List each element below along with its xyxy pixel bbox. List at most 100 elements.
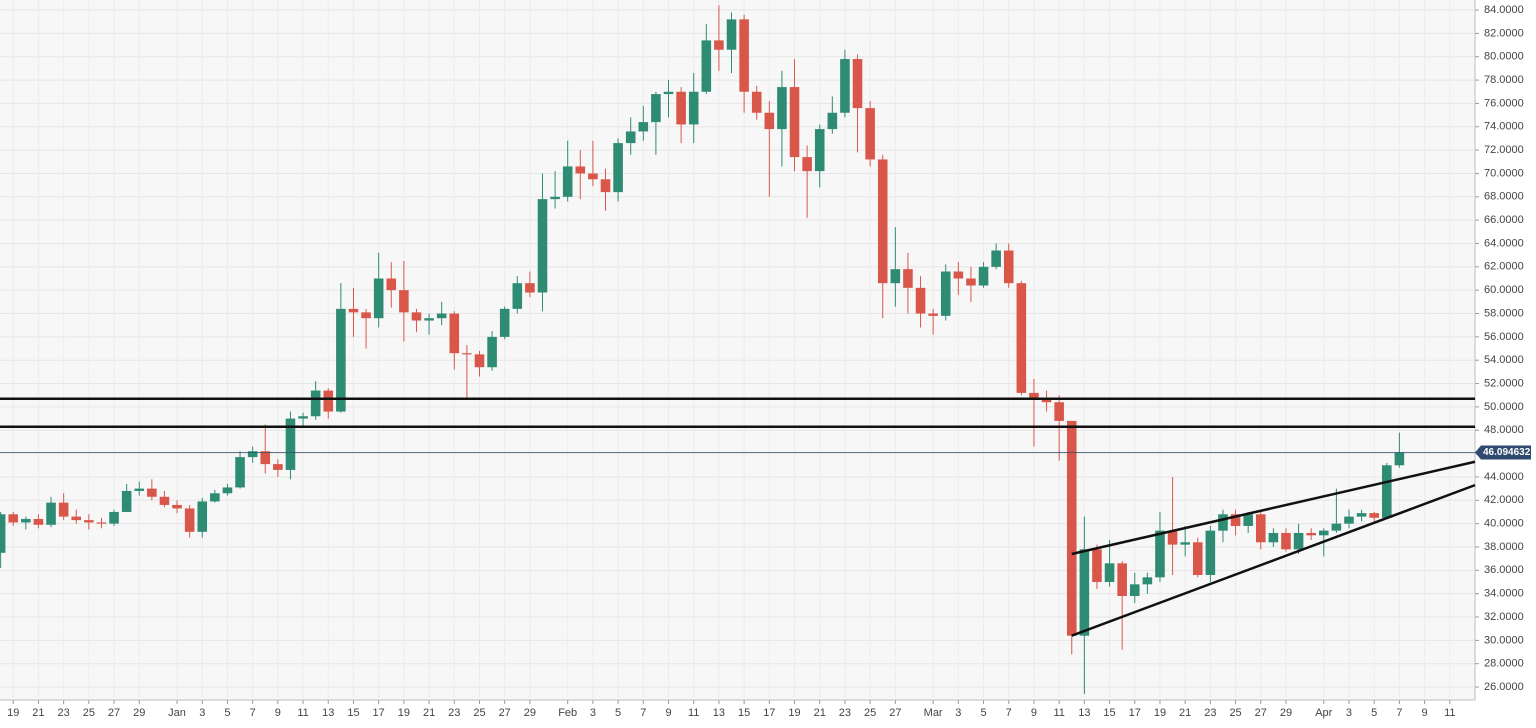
x-tick-label: 7: [640, 707, 646, 719]
x-tick-label: 17: [763, 707, 775, 719]
candle-body: [600, 179, 611, 193]
candle-body: [1369, 513, 1379, 518]
x-tick-label: 15: [1103, 707, 1115, 719]
candle-body: [1331, 523, 1342, 531]
x-tick-label: 5: [1371, 707, 1377, 719]
candle-body: [1003, 250, 1014, 284]
candle-body: [1218, 514, 1228, 531]
y-tick-label: 38.0000: [1484, 541, 1524, 553]
candle-body: [991, 250, 1001, 267]
x-tick-label: 9: [275, 707, 281, 719]
y-tick-label: 48.0000: [1484, 424, 1524, 436]
candle-body: [184, 508, 195, 532]
candle-body: [903, 269, 913, 288]
y-tick-label: 66.0000: [1484, 214, 1524, 226]
y-tick-label: 82.0000: [1484, 27, 1524, 39]
x-tick-label: 29: [1280, 707, 1292, 719]
x-tick-label: Jan: [168, 707, 186, 719]
candle-body: [966, 278, 976, 286]
candle-body: [714, 40, 724, 50]
x-tick-label: 17: [1129, 707, 1141, 719]
candle-body: [940, 271, 951, 316]
candle-body: [525, 283, 535, 293]
candle-body: [1344, 516, 1354, 524]
trendline: [1071, 460, 1476, 556]
candle-body: [1180, 542, 1190, 545]
x-tick-label: 11: [1053, 707, 1064, 719]
candle-body: [1155, 530, 1165, 578]
y-tick-label: 70.0000: [1484, 167, 1524, 179]
x-tick-label: 11: [1444, 707, 1455, 719]
candle-body: [1129, 584, 1140, 596]
candle-body: [222, 487, 233, 494]
x-tick-label: 29: [524, 707, 536, 719]
candle-body: [613, 143, 623, 193]
candle-body: [336, 308, 346, 412]
candle-body: [840, 59, 850, 113]
candle-body: [1268, 532, 1279, 543]
x-tick-label: 19: [788, 707, 800, 719]
candle-body: [701, 40, 712, 92]
candle-body: [197, 501, 208, 532]
x-tick-label: 21: [1179, 707, 1191, 719]
candle-body: [1167, 530, 1178, 545]
candle-body: [1281, 532, 1291, 550]
x-tick-label: 23: [448, 707, 460, 719]
candle-body: [751, 91, 762, 113]
y-tick-label: 58.0000: [1484, 307, 1524, 319]
x-tick-label: 9: [1031, 707, 1037, 719]
last-price-tag: [1475, 445, 1531, 460]
candle-body: [1092, 549, 1102, 582]
candle-body: [537, 199, 548, 293]
candle-body: [121, 490, 132, 512]
candle-body: [915, 287, 926, 314]
candle-body: [21, 518, 31, 523]
candle-body: [386, 278, 397, 291]
x-tick-label: 15: [347, 707, 359, 719]
plot-area: [0, 0, 1475, 700]
candle-body: [1192, 542, 1203, 575]
x-tick-label: 15: [738, 707, 750, 719]
x-tick-label: 25: [864, 707, 876, 719]
y-tick-label: 68.0000: [1484, 191, 1524, 203]
candle-body: [235, 457, 245, 488]
x-tick-label: 3: [1346, 707, 1352, 719]
candle-body: [96, 522, 107, 524]
candle-body: [0, 514, 6, 553]
x-tick-label: 23: [58, 707, 70, 719]
candle-body: [1142, 577, 1153, 585]
candle-body: [814, 129, 825, 172]
y-tick-label: 76.0000: [1484, 97, 1524, 109]
candle-body: [1066, 420, 1077, 636]
candle-body: [625, 131, 636, 144]
x-tick-label: 5: [980, 707, 986, 719]
x-tick-label: 23: [1204, 707, 1216, 719]
x-tick-label: 3: [955, 707, 961, 719]
candle-body: [424, 318, 434, 321]
y-tick-label: 72.0000: [1484, 144, 1524, 156]
candle-body: [399, 290, 409, 313]
candle-body: [134, 488, 145, 491]
y-tick-label: 52.0000: [1484, 377, 1524, 389]
candle-body: [487, 336, 497, 368]
candle-body: [474, 354, 485, 368]
candle-body: [1016, 283, 1027, 393]
x-tick-label: 3: [199, 707, 205, 719]
x-tick-label: 17: [373, 707, 385, 719]
x-tick-label: 7: [250, 707, 256, 719]
candle-body: [928, 313, 938, 316]
candle-body: [890, 269, 901, 284]
candle-body: [827, 112, 838, 130]
x-tick-label: 25: [473, 707, 485, 719]
x-tick-label: 21: [814, 707, 826, 719]
y-tick-label: 74.0000: [1484, 121, 1524, 133]
candle-body: [298, 416, 308, 419]
candle-body: [512, 283, 523, 309]
x-tick-label: 11: [688, 707, 699, 719]
y-tick-label: 54.0000: [1484, 354, 1524, 366]
candle-body: [84, 520, 94, 523]
candle-body: [651, 94, 661, 123]
candle-body: [1230, 514, 1241, 526]
candle-body: [1318, 530, 1329, 536]
y-tick-label: 30.0000: [1484, 634, 1524, 646]
